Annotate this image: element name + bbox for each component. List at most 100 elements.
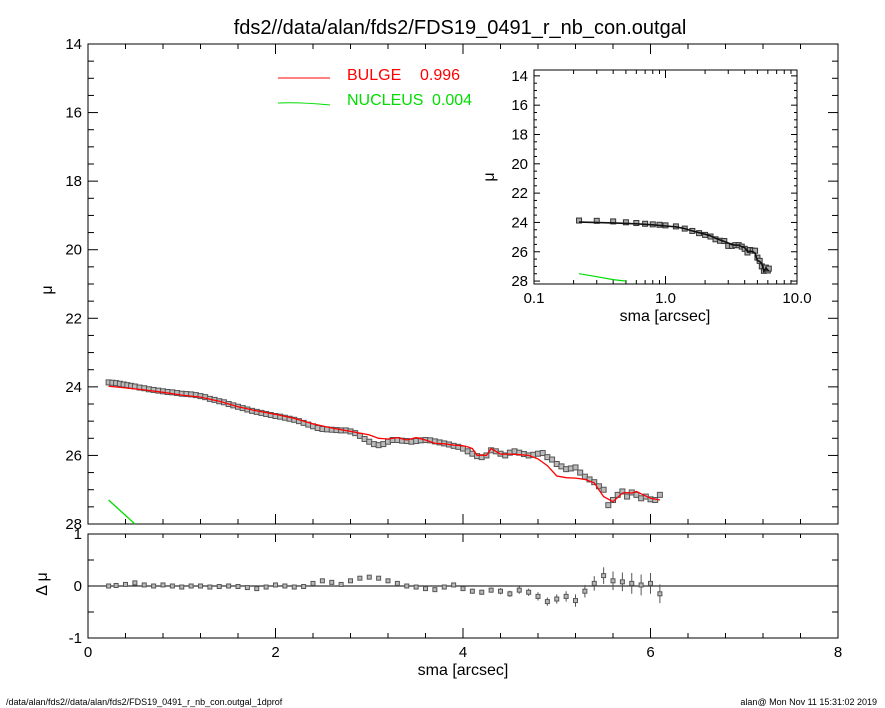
residual-data-point — [366, 574, 372, 580]
residual-data-point — [113, 582, 119, 588]
residual-data-point — [573, 598, 578, 604]
residual-y-axis-label: Δ μ — [34, 572, 51, 595]
inset-x-tick-label: 0.1 — [524, 290, 545, 307]
main-data-point — [572, 464, 579, 471]
residual-data-point — [273, 582, 278, 588]
inset-y-tick-label: 20 — [511, 156, 528, 173]
x-tick-label: 8 — [834, 644, 842, 661]
residual-data-point — [638, 582, 644, 588]
inset-data-point — [622, 219, 629, 226]
main-y-tick-label: 16 — [65, 105, 82, 122]
residual-data-point — [479, 589, 485, 595]
main-data-point — [605, 502, 612, 509]
inset-y-tick-label: 16 — [511, 97, 528, 114]
residual-data-point — [610, 578, 616, 584]
inset-y-tick-label: 22 — [511, 185, 528, 202]
residual-data-point — [207, 584, 213, 590]
residual-data-point — [348, 578, 353, 584]
residual-data-point — [291, 584, 297, 590]
residual-data-point — [385, 578, 391, 584]
x-tick-label: 4 — [459, 644, 467, 661]
residual-data-point — [601, 573, 607, 579]
inset-y-tick-label: 26 — [511, 244, 528, 261]
footer-path: /data/alan/fds2//data/alan/fds2/FDS19_04… — [6, 697, 283, 707]
inset-nucleus-line — [578, 273, 626, 282]
inset-data-point — [576, 217, 583, 224]
residual-data-point — [488, 587, 494, 593]
inset-y-tick-label: 28 — [511, 273, 528, 290]
residual-data-point — [629, 580, 635, 586]
legend: BULGE 0.996 NUCLEUS 0.004 — [277, 67, 472, 109]
residual-data-point — [404, 583, 410, 589]
residual-data-point — [338, 581, 344, 587]
residual-data-point — [179, 584, 185, 590]
x-tick-label: 2 — [271, 644, 279, 661]
main-y-tick-label: 14 — [65, 36, 82, 53]
residual-data-point — [507, 591, 513, 597]
residual-data-point — [357, 575, 363, 581]
residual-data-point — [106, 583, 112, 589]
residual-data-point — [123, 581, 128, 587]
main-data-point — [624, 493, 631, 500]
residual-data-point — [141, 582, 147, 588]
footer-timestamp: alan@ Mon Nov 11 15:31:02 2019 — [740, 697, 877, 707]
residual-data-point — [132, 580, 138, 586]
main-y-tick-label: 22 — [65, 310, 82, 327]
legend-bulge-value: 0.996 — [420, 67, 460, 84]
residual-data-point — [301, 584, 307, 590]
residual-data-point — [198, 583, 203, 589]
residual-data-point — [498, 588, 503, 594]
residual-data-point — [282, 583, 288, 589]
main-data-point — [633, 491, 640, 498]
residual-y-tick-label: -1 — [69, 630, 82, 647]
residual-data-point — [376, 575, 382, 581]
residual-data-point — [319, 578, 325, 584]
residual-y-tick-label: 1 — [74, 526, 82, 543]
residual-data-point — [619, 579, 625, 585]
residual-data-point — [226, 583, 232, 589]
residual-data-point — [526, 589, 532, 595]
main-data-point — [577, 469, 584, 476]
residual-data-point — [516, 587, 522, 593]
residual-data-point — [413, 584, 419, 590]
residual-data-point — [169, 583, 175, 589]
main-y-tick-label: 20 — [65, 242, 82, 259]
main-y-tick-label: 18 — [65, 173, 82, 190]
residual-data-point — [188, 583, 194, 589]
legend-nucleus-line — [277, 102, 331, 106]
inset-y-tick-label: 24 — [511, 214, 528, 231]
x-tick-label: 6 — [646, 644, 654, 661]
legend-bulge-name: BULGE — [347, 67, 401, 84]
residual-data-point — [451, 582, 457, 588]
main-nucleus-line — [108, 499, 136, 525]
residual-data-point — [244, 585, 250, 591]
x-axis-label: sma [arcsec] — [418, 662, 509, 679]
residual-y-tick-label: 0 — [74, 578, 82, 595]
main-y-axis-label: μ — [39, 285, 56, 294]
inset-y-tick-label: 14 — [511, 68, 528, 85]
residual-data-point — [554, 596, 560, 602]
main-data-point — [539, 450, 546, 457]
residual-data-point — [329, 579, 335, 585]
residual-data-point — [582, 588, 588, 594]
inset-data-point — [593, 217, 600, 224]
residual-data-point — [254, 586, 260, 592]
main-bulge-line — [108, 385, 661, 503]
residual-data-point — [469, 588, 475, 594]
main-data-point — [656, 491, 663, 498]
legend-nucleus-value: 0.004 — [432, 92, 472, 109]
residual-data-point — [563, 593, 569, 599]
residual-data-point — [460, 586, 466, 592]
inset-x-tick-label: 10.0 — [782, 290, 811, 307]
residual-data-point — [432, 587, 438, 593]
main-data-point — [600, 486, 607, 493]
residual-data-point — [657, 591, 663, 597]
main-y-tick-label: 26 — [65, 447, 82, 464]
residual-data-point — [423, 586, 428, 592]
inset-y-axis-label: μ — [481, 172, 498, 181]
main-data-point — [549, 456, 556, 463]
main-y-tick-label: 24 — [65, 379, 82, 396]
inset-data-point — [610, 218, 617, 225]
residual-data-point — [544, 599, 550, 605]
